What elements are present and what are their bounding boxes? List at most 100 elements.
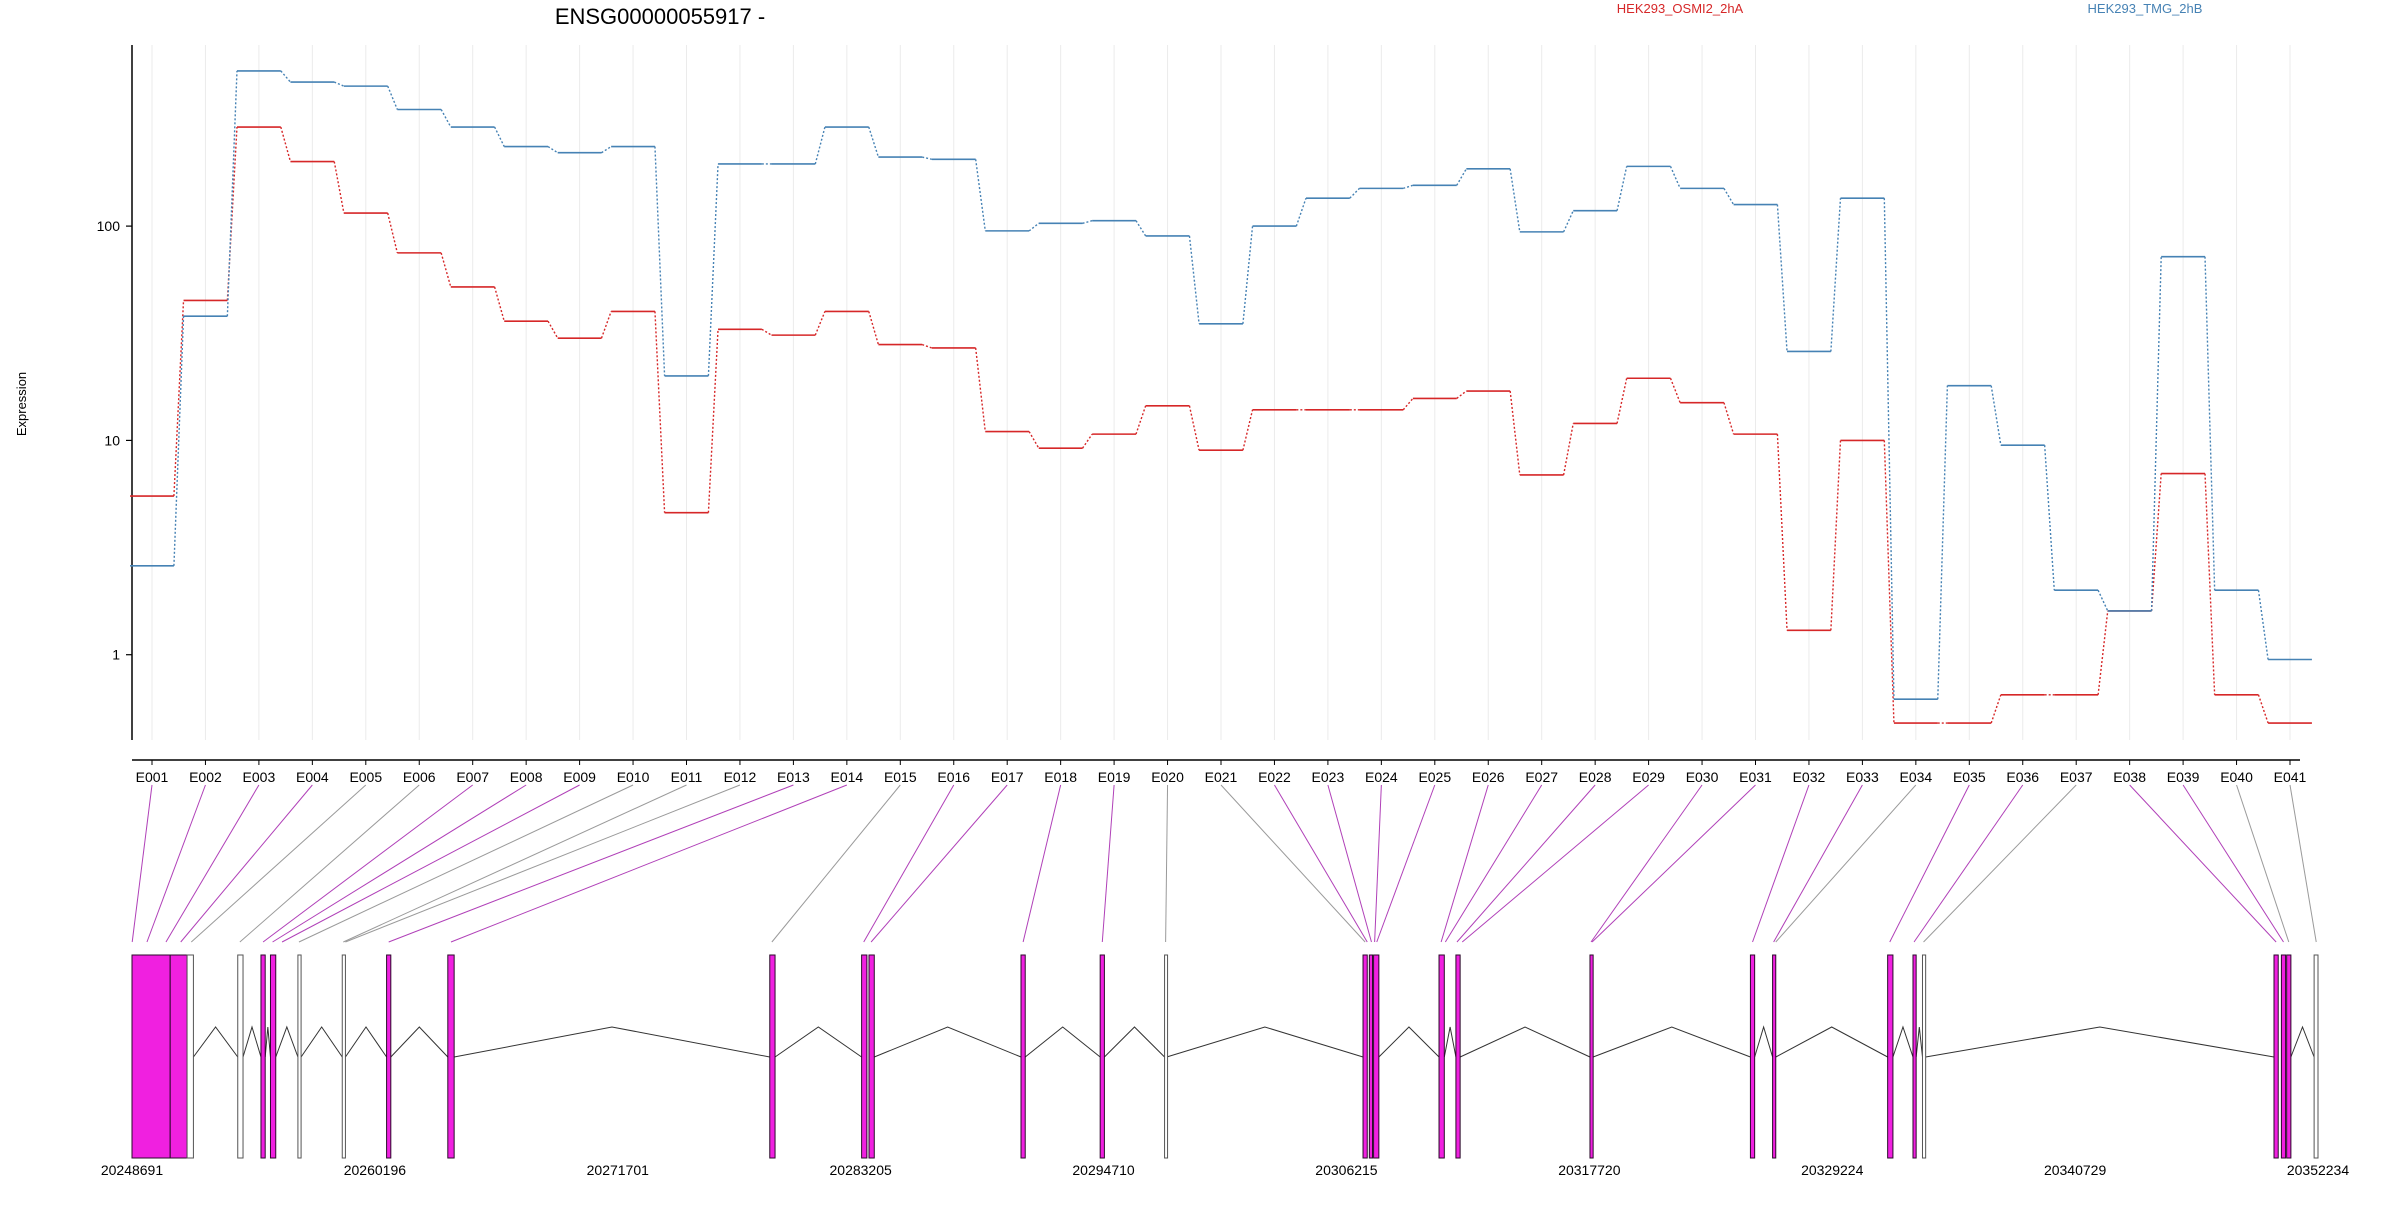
intron (2290, 1025, 2315, 1058)
series-connector (2204, 256, 2216, 591)
series-connector (1402, 397, 1414, 411)
intron (345, 1026, 388, 1058)
exon-connector (1022, 784, 1062, 943)
exon-connector (1591, 784, 1756, 943)
exon-block (2286, 954, 2292, 1159)
x-tick-label: E035 (1953, 769, 1986, 785)
series-connector (974, 159, 986, 231)
exon-block (297, 954, 302, 1159)
exon-connector (1327, 784, 1372, 943)
y-tick-label: 100 (97, 218, 121, 234)
series-connector (974, 347, 986, 432)
series-connector (280, 126, 292, 162)
x-tick-label: E031 (1739, 769, 1772, 785)
x-tick-label: E020 (1151, 769, 1184, 785)
series-connector (1028, 222, 1040, 232)
exon-block (1368, 954, 1374, 1159)
intron (1754, 1025, 1774, 1058)
x-tick-label: E017 (991, 769, 1024, 785)
series-connector (2150, 256, 2162, 611)
series-connector (2257, 694, 2269, 724)
intron (1915, 1026, 1923, 1058)
x-tick-label: E013 (777, 769, 810, 785)
x-tick-label: E011 (671, 769, 703, 785)
x-tick-label: E034 (1899, 769, 1932, 785)
exon-connector (146, 784, 206, 943)
series-connector (333, 81, 345, 87)
series-connector (814, 126, 826, 165)
series-connector (814, 311, 826, 336)
exon-connector (298, 784, 634, 943)
exon-block (1020, 954, 1026, 1159)
x-tick-label: E008 (510, 769, 543, 785)
exon-connector (1461, 784, 1649, 943)
exon-block (1099, 954, 1105, 1159)
genomic-tick-label: 20352234 (2287, 1162, 2350, 1178)
intron (242, 1025, 262, 1058)
series-connector (333, 161, 345, 214)
series-connector (1883, 198, 1895, 700)
series-connector (1990, 385, 2002, 446)
series-connector (2257, 590, 2269, 660)
series-layer (130, 70, 2312, 724)
exon-block (169, 954, 188, 1159)
intron (1443, 1026, 1457, 1058)
genomic-tick-label: 20306215 (1315, 1162, 1378, 1178)
genomic-tick-label: 20340729 (2044, 1162, 2107, 1178)
series-connector (601, 145, 612, 154)
x-tick-label: E015 (884, 769, 917, 785)
x-tick-label: E003 (243, 769, 276, 785)
exon-connector (165, 784, 260, 943)
x-tick-label: E001 (136, 769, 169, 785)
exon-block (131, 954, 171, 1159)
grid-lines (151, 45, 2291, 740)
exon-connector (1376, 784, 1436, 943)
intron (1104, 1026, 1165, 1058)
series-connector (547, 145, 559, 154)
intron (1024, 1026, 1101, 1058)
exon-block (1749, 954, 1756, 1159)
series-connector (440, 252, 452, 288)
x-tick-label: E022 (1258, 769, 1291, 785)
intron (1925, 1026, 2275, 1058)
exon-connector (272, 784, 527, 943)
exon-connector (1752, 784, 1810, 943)
series-connector (654, 146, 666, 376)
series-connector (1776, 434, 1788, 631)
exon-connector (345, 784, 741, 943)
exon-block (269, 954, 277, 1159)
exon-block (386, 954, 392, 1159)
intron (1166, 1026, 1364, 1058)
exon-block (1373, 954, 1380, 1159)
series-connector (1990, 694, 2002, 724)
exon-connector (863, 784, 955, 943)
exon-connector (388, 784, 794, 943)
series-connector (1830, 440, 1842, 631)
x-tick-label: E030 (1686, 769, 1719, 785)
intron (1459, 1026, 1591, 1058)
genomic-tick-label: 20283205 (830, 1162, 893, 1178)
series-connector (226, 70, 238, 317)
x-tick-label: E007 (456, 769, 489, 785)
exon-block (341, 954, 346, 1159)
exon-connector (1274, 784, 1368, 943)
series-connector (868, 311, 880, 345)
exon-connector (1456, 784, 1596, 943)
series-connector (1349, 187, 1360, 199)
exon-block (186, 954, 194, 1159)
y-tick-label: 10 (104, 432, 120, 448)
series-connector (654, 311, 666, 513)
series-connector (1188, 405, 1200, 451)
exon-connector (343, 784, 687, 943)
exon-connector (2236, 784, 2290, 943)
x-tick-label: E024 (1365, 769, 1398, 785)
series-connector (1242, 409, 1254, 451)
series-connector (922, 156, 932, 160)
series-connector (1188, 235, 1200, 324)
intron (1378, 1026, 1440, 1058)
series-connector (1830, 198, 1842, 352)
series-connector (1082, 220, 1093, 225)
exon-connector (131, 784, 153, 943)
